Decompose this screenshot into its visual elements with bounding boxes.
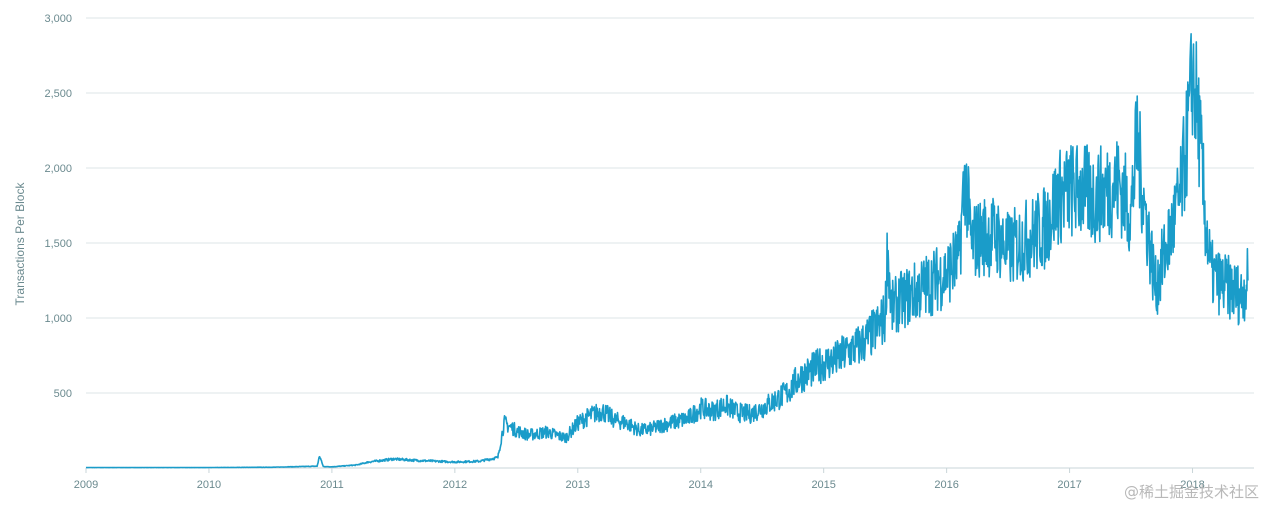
x-tick-label: 2016 — [934, 479, 958, 491]
x-tick-label: 2009 — [74, 479, 98, 491]
y-axis-title: Transactions Per Block — [13, 182, 27, 306]
x-tick-label: 2015 — [811, 479, 835, 491]
x-tick-label: 2017 — [1057, 479, 1081, 491]
x-tick-label: 2012 — [443, 479, 467, 491]
x-tick-label: 2011 — [320, 479, 344, 491]
x-tick-label: 2018 — [1180, 479, 1204, 491]
watermark-text: @稀土掘金技术社区 — [1123, 483, 1259, 501]
y-tick-label: 1,500 — [44, 238, 72, 250]
series-line — [85, 33, 1249, 469]
y-tick-labels: 500 1,000 1,500 2,000 2,500 3,000 — [44, 13, 72, 400]
y-tick-label: 1,000 — [44, 313, 72, 325]
y-tick-label: 2,500 — [44, 88, 72, 100]
x-tick-label: 2013 — [566, 479, 590, 491]
x-tick-label: 2010 — [197, 479, 221, 491]
x-tick-label: 2014 — [688, 479, 712, 491]
gridlines — [86, 17, 1254, 394]
y-tick-label: 2,000 — [44, 163, 72, 175]
x-tick-labels: 2009 2010 2011 2012 2013 2014 2015 2016 2017 2018 — [74, 468, 1205, 491]
y-tick-label: 500 — [54, 388, 72, 400]
y-tick-label: 3,000 — [44, 13, 72, 25]
